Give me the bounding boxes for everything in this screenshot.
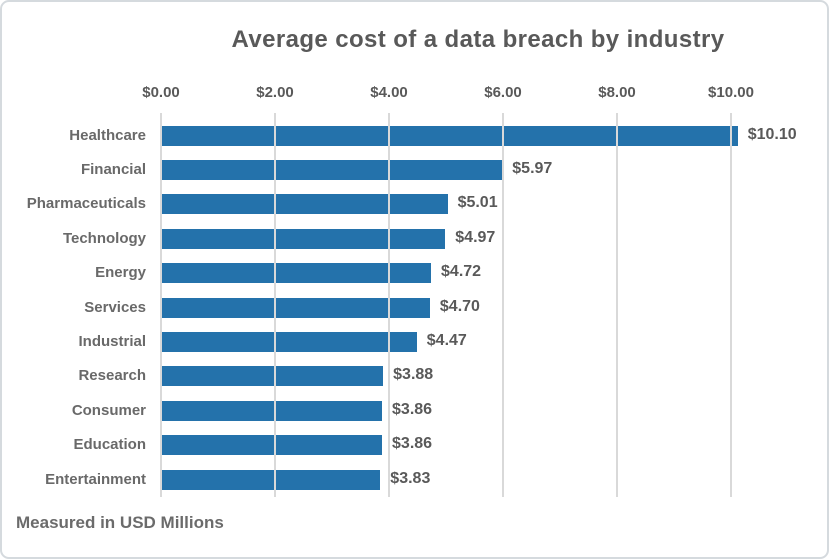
gridline bbox=[160, 113, 162, 497]
category-label: Consumer bbox=[71, 401, 146, 419]
category-label: Industrial bbox=[78, 332, 146, 350]
value-label: $4.47 bbox=[426, 331, 467, 349]
value-label: $10.10 bbox=[747, 125, 797, 143]
bar bbox=[162, 125, 738, 146]
x-tick-label: $0.00 bbox=[142, 84, 180, 101]
x-tick-label: $8.00 bbox=[598, 84, 636, 101]
value-label: $3.86 bbox=[392, 435, 433, 453]
category-label: Entertainment bbox=[45, 470, 146, 488]
chart-footnote: Measured in USD Millions bbox=[16, 513, 224, 532]
gridline bbox=[274, 113, 276, 497]
bar bbox=[162, 435, 383, 456]
bar bbox=[162, 194, 448, 215]
gridline bbox=[388, 113, 390, 497]
value-label: $4.97 bbox=[455, 228, 496, 246]
x-tick-label: $10.00 bbox=[708, 84, 754, 101]
bar bbox=[162, 159, 503, 180]
bar bbox=[162, 263, 432, 284]
category-label: Healthcare bbox=[69, 126, 146, 144]
category-label: Financial bbox=[80, 160, 146, 178]
bar bbox=[162, 297, 430, 318]
bar bbox=[162, 469, 381, 490]
category-label: Education bbox=[73, 436, 146, 454]
bar bbox=[162, 366, 384, 387]
x-tick-label: $2.00 bbox=[256, 84, 294, 101]
value-label: $5.01 bbox=[457, 194, 498, 212]
category-label: Research bbox=[78, 367, 146, 385]
chart-title: Average cost of a data breach by industr… bbox=[231, 26, 725, 53]
bar bbox=[162, 331, 417, 352]
value-label: $3.83 bbox=[390, 469, 431, 487]
category-label: Technology bbox=[62, 229, 146, 247]
value-label: $3.88 bbox=[393, 366, 434, 384]
value-label: $5.97 bbox=[512, 159, 553, 177]
category-label: Services bbox=[84, 298, 146, 316]
category-label: Energy bbox=[95, 264, 146, 282]
bar bbox=[162, 400, 383, 421]
category-label: Pharmaceuticals bbox=[26, 195, 146, 213]
gridline bbox=[502, 113, 504, 497]
value-label: $3.86 bbox=[392, 400, 433, 418]
gridline bbox=[616, 113, 618, 497]
x-tick-label: $4.00 bbox=[370, 84, 408, 101]
value-label: $4.70 bbox=[439, 297, 480, 315]
gridline bbox=[730, 113, 732, 497]
x-tick-label: $6.00 bbox=[484, 84, 522, 101]
value-label: $4.72 bbox=[441, 263, 482, 281]
bar bbox=[162, 228, 446, 249]
